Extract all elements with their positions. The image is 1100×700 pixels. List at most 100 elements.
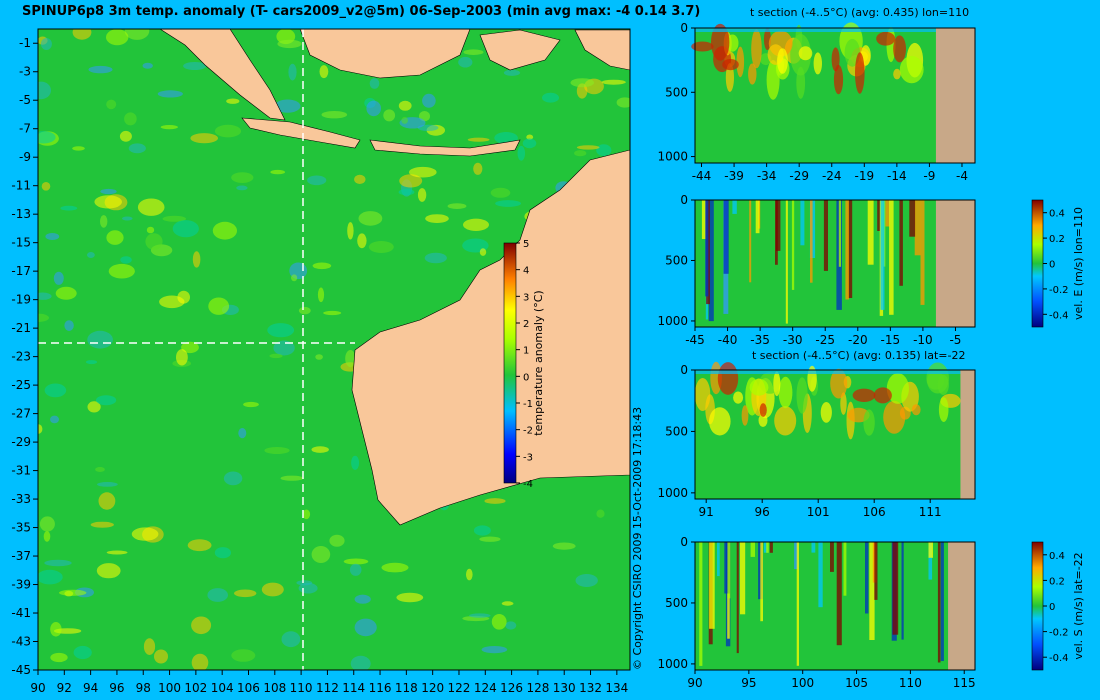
anomaly-patch <box>463 218 489 231</box>
section-land <box>935 28 975 163</box>
anomaly-patch <box>53 271 64 285</box>
land-sumatra <box>159 29 286 121</box>
surface-layer <box>695 370 961 374</box>
anomaly-patch <box>343 558 369 565</box>
anomaly-patch <box>596 144 612 157</box>
section-frame <box>694 199 976 328</box>
map-y-tick-label: -39 <box>11 578 31 592</box>
temperature-patch <box>751 29 762 69</box>
temperature-patch <box>833 64 844 95</box>
section-x-tick-label: 115 <box>953 676 976 690</box>
anomaly-patch <box>576 145 600 150</box>
temperature-patch <box>711 23 730 61</box>
velocity-colorbar-tick-label: 0.4 <box>1049 209 1065 220</box>
section-y-tick-label: 0 <box>680 363 688 377</box>
map-x-tick-label: 132 <box>579 681 602 695</box>
velocity-streak <box>836 542 842 646</box>
anomaly-patch <box>409 166 437 178</box>
temperature-patch <box>717 362 739 395</box>
anomaly-patch <box>366 100 382 117</box>
map-y-tick-label: -45 <box>11 663 31 677</box>
anomaly-patch <box>311 446 329 453</box>
map-x-tick-label: 112 <box>316 681 339 695</box>
map-x-tick-label: 120 <box>421 681 444 695</box>
anomaly-patch <box>616 97 630 108</box>
map-x-tick-label: 128 <box>526 681 549 695</box>
velocity-streak <box>755 200 760 234</box>
anomaly-patch <box>38 569 63 585</box>
map-x-tick-label: 114 <box>342 681 365 695</box>
anomaly-patch <box>574 150 587 157</box>
anomaly-patch <box>41 182 51 191</box>
anomaly-patch <box>495 200 522 207</box>
velocity-streak <box>727 542 731 599</box>
anomaly-patch <box>298 306 311 315</box>
temperature-patch <box>852 388 876 402</box>
temperature-patch <box>726 34 739 52</box>
map-y-tick-label: -31 <box>11 464 31 478</box>
land-new-guinea <box>574 29 630 71</box>
anomaly-patch <box>369 78 380 89</box>
velocity-streak <box>920 200 925 305</box>
colorbar-tick-label: 0 <box>523 372 529 383</box>
section-frame <box>694 27 976 164</box>
velocity-streak <box>760 542 763 622</box>
anomaly-patch <box>87 252 95 258</box>
anomaly-patch <box>479 248 487 256</box>
anomaly-patch <box>467 137 490 142</box>
velocity-streak <box>763 542 768 553</box>
map-colorbar-label: temperature anomaly (°C) <box>532 290 545 435</box>
anomaly-patch <box>45 233 60 240</box>
land-lesser-sunda <box>369 139 521 157</box>
section-x-tick-label: -20 <box>848 333 868 347</box>
anomaly-patch <box>39 516 55 532</box>
anomaly-patch <box>270 169 286 175</box>
velocity-streak <box>928 542 933 580</box>
anomaly-patch <box>38 81 51 100</box>
velocity-streak <box>699 542 703 666</box>
anomaly-patch <box>280 475 304 481</box>
anomaly-patch <box>552 542 576 550</box>
section-y-tick-label: 1000 <box>657 486 688 500</box>
anomaly-patch <box>191 616 212 635</box>
anomaly-patch <box>288 63 297 81</box>
anomaly-patch <box>319 65 329 79</box>
temperature-patch <box>777 48 788 74</box>
colorbar-tick-label: 4 <box>523 266 529 277</box>
anomaly-patch <box>94 195 122 209</box>
anomaly-patch <box>208 297 230 315</box>
anomaly-patch <box>214 124 242 138</box>
velocity-streak <box>785 200 788 324</box>
map-x-tick-label: 122 <box>448 681 471 695</box>
velocity-colorbar-tick-label: -0.4 <box>1049 653 1069 664</box>
anomaly-patch <box>43 531 51 542</box>
anomaly-patch <box>501 601 514 606</box>
temperature-patch <box>886 373 909 404</box>
map-panel: 90 92 94 96 98 100 102 104 106 108 110 112 114 116 118… <box>11 28 631 695</box>
velocity-streak <box>723 200 729 274</box>
velocity-colorbar-tick-label: 0.2 <box>1049 234 1065 245</box>
section4-vel-s-lat22: 90 95 100 105 110 115 0 500 1000 0.4 0.2 0 -0.2 -0.4 v… <box>657 535 1085 690</box>
anomaly-patch <box>368 241 394 253</box>
anomaly-patch <box>354 618 377 637</box>
anomaly-patch <box>466 568 473 581</box>
velocity-streak <box>769 542 773 553</box>
anomaly-patch <box>106 99 117 110</box>
anomaly-patch <box>162 215 186 222</box>
map-y-tick-label: -37 <box>11 549 31 563</box>
anomaly-patch <box>243 401 259 408</box>
anomaly-patch <box>274 99 301 113</box>
anomaly-patch <box>122 216 133 221</box>
anomaly-patch <box>517 145 526 161</box>
velocity-streak <box>885 200 890 227</box>
velocity-streak <box>749 200 752 283</box>
section-y-tick-label: 1000 <box>657 150 688 164</box>
map-y-tick-label: -35 <box>11 521 31 535</box>
temperature-patch <box>883 400 906 434</box>
section-x-tick-label: -14 <box>887 169 907 183</box>
section-frame <box>694 369 976 500</box>
map-x-tick-label: 118 <box>395 681 418 695</box>
section-y-tick-label: 500 <box>665 253 688 267</box>
velocity-streak <box>705 200 709 297</box>
map-y-tick-label: -23 <box>11 350 31 364</box>
